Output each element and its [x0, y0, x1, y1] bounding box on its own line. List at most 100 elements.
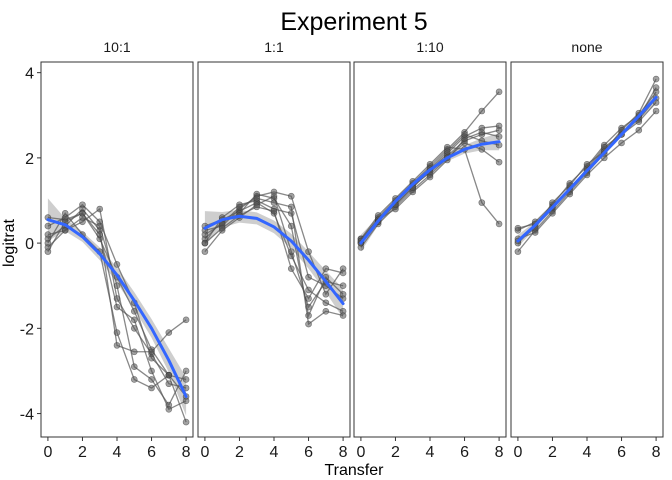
x-tick-label: 8: [339, 444, 348, 461]
data-point: [305, 248, 312, 255]
y-tick-label: 2: [25, 151, 34, 168]
fit-line: [46, 218, 188, 399]
y-tick-label: 4: [25, 66, 34, 83]
data-point: [618, 139, 625, 147]
x-tick-label: 2: [391, 444, 400, 461]
data-point: [478, 146, 486, 153]
data-point: [287, 265, 295, 272]
data-point: [182, 376, 190, 383]
x-tick-label: 0: [513, 444, 522, 461]
data-point: [165, 406, 173, 413]
x-axis-title: Transfer: [325, 462, 385, 479]
data-point: [148, 376, 155, 383]
data-point: [652, 84, 660, 91]
data-point: [495, 220, 503, 228]
data-point: [236, 203, 243, 211]
data-point: [61, 209, 69, 217]
data-point: [270, 199, 278, 206]
chart-title: Experiment 5: [280, 8, 427, 36]
x-tick-label: 8: [182, 444, 191, 461]
data-point: [461, 131, 468, 138]
data-point: [182, 397, 190, 405]
data-point: [652, 107, 660, 115]
data-point: [201, 231, 209, 238]
data-point: [287, 248, 295, 255]
data-point: [130, 363, 138, 370]
data-point: [322, 307, 330, 315]
data-point: [305, 295, 312, 302]
facet-label: 1:10: [416, 39, 443, 55]
data-point: [514, 248, 522, 255]
data-point: [305, 320, 312, 328]
data-point: [253, 203, 261, 211]
data-point: [652, 75, 660, 83]
individual-series-line: [517, 78, 657, 242]
fit-line: [359, 140, 501, 245]
fit-line: [516, 95, 658, 243]
data-point: [218, 224, 226, 232]
data-point: [322, 290, 330, 298]
data-point: [182, 367, 190, 375]
data-point: [148, 384, 155, 392]
data-point: [287, 192, 295, 200]
data-point: [495, 158, 503, 166]
x-tick-label: 2: [235, 444, 244, 461]
data-point: [305, 286, 312, 294]
data-point: [583, 160, 591, 168]
data-point: [201, 248, 209, 255]
x-tick-label: 0: [43, 444, 52, 461]
panel-border: [197, 61, 351, 438]
data-point: [44, 222, 52, 230]
individual-series-line: [360, 142, 500, 248]
data-point: [478, 199, 486, 206]
data-point: [148, 348, 155, 356]
x-tick-label: 6: [147, 444, 156, 461]
data-point: [96, 231, 104, 238]
x-tick-label: 6: [617, 444, 626, 461]
data-point: [514, 224, 522, 232]
fit-line: [203, 214, 345, 306]
y-tick-label: -4: [20, 407, 34, 424]
data-point: [130, 316, 138, 324]
data-point: [253, 195, 261, 202]
facet-panel-10-1: 10:1 0 2 4 6 8: [40, 39, 194, 461]
data-point: [339, 290, 347, 298]
data-point: [113, 329, 121, 336]
data-point: [443, 148, 451, 155]
data-point: [130, 376, 138, 383]
x-tick-label: 2: [548, 444, 557, 461]
facet-label: 1:1: [264, 39, 284, 55]
data-point: [339, 269, 347, 277]
x-tick-label: 0: [356, 444, 365, 461]
x-tick-label: 4: [113, 444, 122, 461]
data-point: [426, 173, 434, 181]
data-point: [113, 261, 121, 268]
y-tick-label: 0: [25, 236, 34, 253]
individual-series-line: [360, 146, 500, 240]
data-point: [495, 88, 503, 96]
data-point: [478, 129, 486, 136]
data-point: [549, 209, 556, 217]
data-point: [339, 312, 347, 319]
data-point: [635, 126, 643, 134]
facet-label: none: [571, 39, 602, 55]
x-tick-label: 0: [200, 444, 209, 461]
y-tick-label: -2: [20, 321, 34, 338]
data-point: [113, 342, 121, 349]
panel-border: [353, 61, 507, 438]
data-point: [495, 133, 503, 140]
x-tick-label: 6: [304, 444, 313, 461]
individual-series-line: [47, 212, 187, 423]
data-point: [287, 203, 295, 211]
data-point: [61, 227, 69, 234]
data-point: [339, 282, 347, 290]
data-point: [113, 282, 121, 290]
data-point: [165, 371, 173, 379]
data-point: [96, 222, 104, 230]
data-point: [478, 107, 486, 115]
data-point: [322, 265, 330, 272]
data-point: [182, 418, 190, 426]
y-axis: 4 2 0 -2 -4: [20, 66, 41, 424]
